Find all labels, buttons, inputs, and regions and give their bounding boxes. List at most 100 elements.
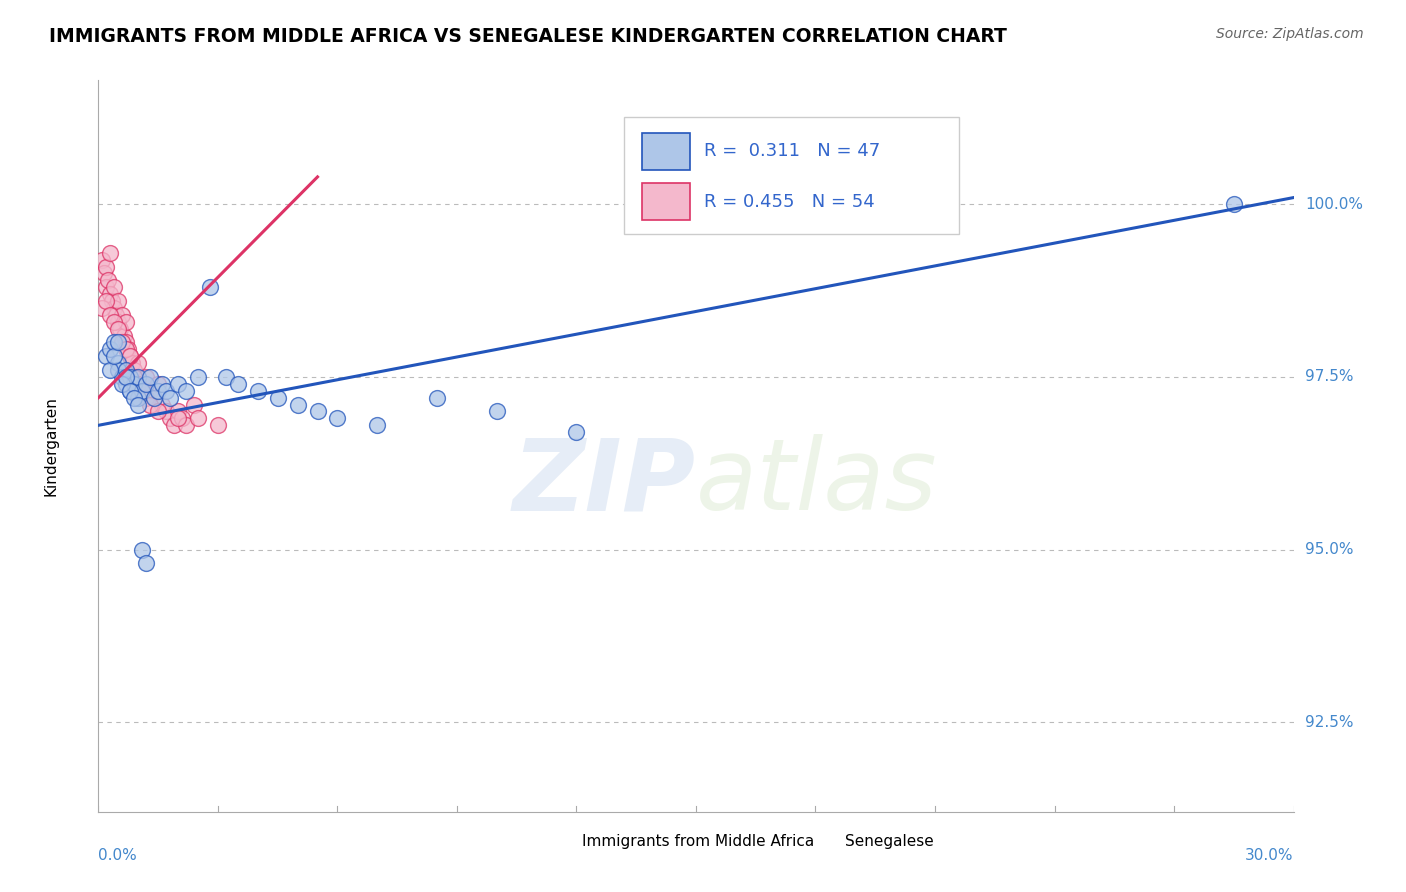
Point — [159, 391, 181, 405]
Point — [226, 376, 249, 391]
Text: Kindergarten: Kindergarten — [44, 396, 58, 496]
Point — [198, 280, 221, 294]
Point — [174, 418, 197, 433]
Point — [307, 404, 329, 418]
Point — [215, 370, 238, 384]
Point — [183, 398, 205, 412]
Point — [167, 404, 190, 418]
Point — [103, 349, 125, 363]
Point — [139, 370, 162, 384]
Text: atlas: atlas — [696, 434, 938, 531]
Point — [117, 343, 139, 357]
Point — [91, 301, 114, 315]
Point — [131, 384, 153, 398]
Point — [121, 356, 143, 370]
Point — [172, 411, 194, 425]
Point — [98, 287, 122, 301]
Point — [120, 370, 142, 384]
Point — [131, 384, 153, 398]
Point — [148, 404, 170, 418]
Point — [131, 542, 153, 557]
Text: R = 0.455   N = 54: R = 0.455 N = 54 — [704, 193, 875, 211]
Point — [110, 321, 132, 335]
Point — [105, 308, 128, 322]
Text: Senegalese: Senegalese — [845, 834, 934, 849]
Point — [187, 411, 209, 425]
Point — [115, 335, 138, 350]
Point — [135, 376, 157, 391]
Point — [366, 418, 388, 433]
Point — [565, 425, 588, 440]
Text: Source: ZipAtlas.com: Source: ZipAtlas.com — [1216, 27, 1364, 41]
Point — [246, 384, 269, 398]
Point — [111, 370, 134, 384]
Point — [112, 328, 135, 343]
FancyBboxPatch shape — [643, 133, 690, 169]
Point — [139, 398, 162, 412]
Point — [127, 356, 149, 370]
Point — [115, 376, 138, 391]
Point — [163, 418, 186, 433]
Point — [143, 391, 166, 405]
Point — [135, 370, 157, 384]
Point — [167, 376, 190, 391]
Text: 95.0%: 95.0% — [1306, 542, 1354, 557]
Point — [167, 411, 190, 425]
Text: 100.0%: 100.0% — [1306, 197, 1364, 212]
Point — [143, 391, 166, 405]
Point — [127, 391, 149, 405]
Text: 30.0%: 30.0% — [1246, 848, 1294, 863]
Point — [155, 384, 177, 398]
Text: IMMIGRANTS FROM MIDDLE AFRICA VS SENEGALESE KINDERGARTEN CORRELATION CHART: IMMIGRANTS FROM MIDDLE AFRICA VS SENEGAL… — [49, 27, 1007, 45]
Point — [120, 349, 142, 363]
Point — [107, 363, 129, 377]
Point — [103, 315, 125, 329]
FancyBboxPatch shape — [643, 183, 690, 219]
Text: Immigrants from Middle Africa: Immigrants from Middle Africa — [582, 834, 814, 849]
Point — [124, 370, 146, 384]
Point — [120, 384, 142, 398]
Point — [287, 398, 309, 412]
Point — [127, 376, 149, 391]
Point — [96, 349, 118, 363]
Point — [135, 557, 157, 571]
Point — [155, 404, 177, 418]
Point — [97, 273, 120, 287]
Point — [127, 370, 149, 384]
Point — [124, 376, 146, 391]
Point — [1223, 197, 1246, 211]
Point — [135, 391, 157, 405]
Point — [267, 391, 290, 405]
Point — [101, 294, 124, 309]
Point — [115, 343, 138, 357]
Point — [98, 308, 122, 322]
Point — [107, 356, 129, 370]
Point — [115, 370, 138, 384]
Point — [98, 245, 122, 260]
Text: ZIP: ZIP — [513, 434, 696, 531]
Point — [207, 418, 229, 433]
FancyBboxPatch shape — [624, 117, 959, 234]
Point — [124, 363, 146, 377]
Point — [91, 252, 114, 267]
Point — [111, 308, 134, 322]
Point — [107, 321, 129, 335]
Point — [124, 391, 146, 405]
Point — [120, 349, 142, 363]
Point — [107, 294, 129, 309]
Point — [426, 391, 449, 405]
Point — [131, 376, 153, 391]
Point — [187, 370, 209, 384]
Point — [174, 384, 197, 398]
Text: 0.0%: 0.0% — [98, 848, 138, 863]
Point — [326, 411, 349, 425]
Point — [127, 398, 149, 412]
Point — [96, 260, 118, 274]
Text: R =  0.311   N = 47: R = 0.311 N = 47 — [704, 142, 880, 161]
Point — [150, 398, 173, 412]
Text: 92.5%: 92.5% — [1306, 714, 1354, 730]
Point — [98, 363, 122, 377]
Point — [485, 404, 508, 418]
Point — [125, 370, 148, 384]
Text: 97.5%: 97.5% — [1306, 369, 1354, 384]
